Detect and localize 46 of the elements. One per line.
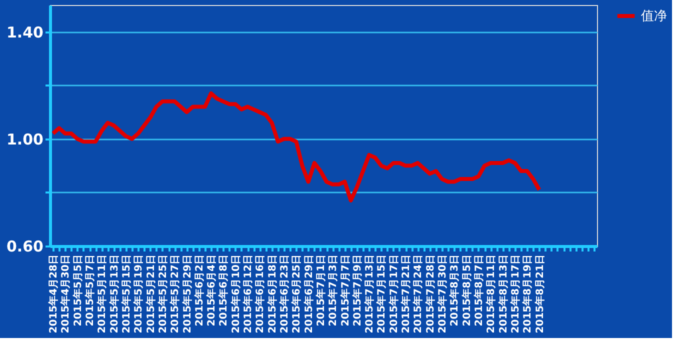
x-tick-label: 2015年6月23日 [278, 254, 290, 334]
x-tick-label: 2015年6月16日 [254, 254, 266, 334]
x-tick-label: 2015年7月7日 [339, 254, 352, 326]
x-tick-label: 2015年5月29日 [181, 254, 194, 334]
x-tick-label: 2015年8月13日 [497, 254, 510, 334]
x-tick-label: 2015年6月2日 [193, 254, 206, 326]
x-tick-label: 2015年5月19日 [132, 254, 145, 334]
x-tick-label: 2015年7月3日 [327, 254, 340, 326]
x-tick-label: 2015年8月19日 [522, 254, 534, 334]
x-tick-label: 2015年8月21日 [534, 254, 546, 334]
x-tick-label: 2015年5月15日 [120, 254, 132, 334]
x-tick-label: 2015年7月24日 [412, 254, 424, 334]
x-tick-label: 2015年8月11日 [485, 254, 498, 334]
x-tick-label: 2015年6月12日 [242, 254, 254, 334]
x-tick-label: 2015年5月13日 [108, 254, 120, 334]
x-tick-label: 2015年7月15日 [376, 254, 388, 334]
x-tick-label: 2015年5月7日 [84, 254, 96, 326]
x-tick-label: 2015年8月3日 [448, 254, 461, 326]
x-tick-label: 2015年8月17日 [509, 254, 522, 334]
x-tick-label: 2015年6月25日 [290, 254, 303, 334]
x-tick-label: 2015年6月10日 [230, 254, 242, 334]
x-tick-label: 2015年7月1日 [314, 254, 327, 326]
x-tick-label: 2015年8月7日 [472, 254, 485, 326]
x-tick-label: 2015年6月18日 [266, 254, 278, 334]
x-tick-label: 2015年7月9日 [351, 254, 364, 326]
x-tick-label: 2015年5月21日 [144, 254, 157, 334]
line-series [51, 91, 542, 202]
y-tick-label: 1.40 [6, 23, 44, 42]
legend-label: 值净 [641, 9, 667, 24]
x-tick-label: 2015年5月25日 [156, 254, 169, 334]
x-tick-label: 2015年4月28日 [48, 254, 60, 334]
x-tick-label: 2015年5月27日 [169, 254, 182, 334]
x-tick-label: 2015年6月4日 [206, 254, 218, 326]
x-tick-label: 2015年7月28日 [424, 254, 436, 334]
x-tick-label: 2015年4月30日 [60, 254, 72, 334]
x-tick-label: 2015年7月21日 [400, 254, 412, 334]
x-tick-label: 2015年8月5日 [460, 254, 473, 326]
y-tick-label: 1.00 [6, 130, 44, 148]
x-tick-label: 2015年6月29日 [302, 254, 315, 334]
x-tick-label: 2015年5月5日 [72, 254, 84, 326]
x-tick-label: 2015年6月8日 [218, 254, 230, 326]
y-tick-label: 0.60 [6, 238, 44, 256]
x-tick-label: 2015年7月30日 [436, 254, 449, 334]
x-tick-label: 2015年5月11日 [96, 254, 108, 334]
x-tick-label: 2015年7月17日 [388, 254, 400, 334]
x-tick-label: 2015年7月13日 [364, 254, 376, 334]
